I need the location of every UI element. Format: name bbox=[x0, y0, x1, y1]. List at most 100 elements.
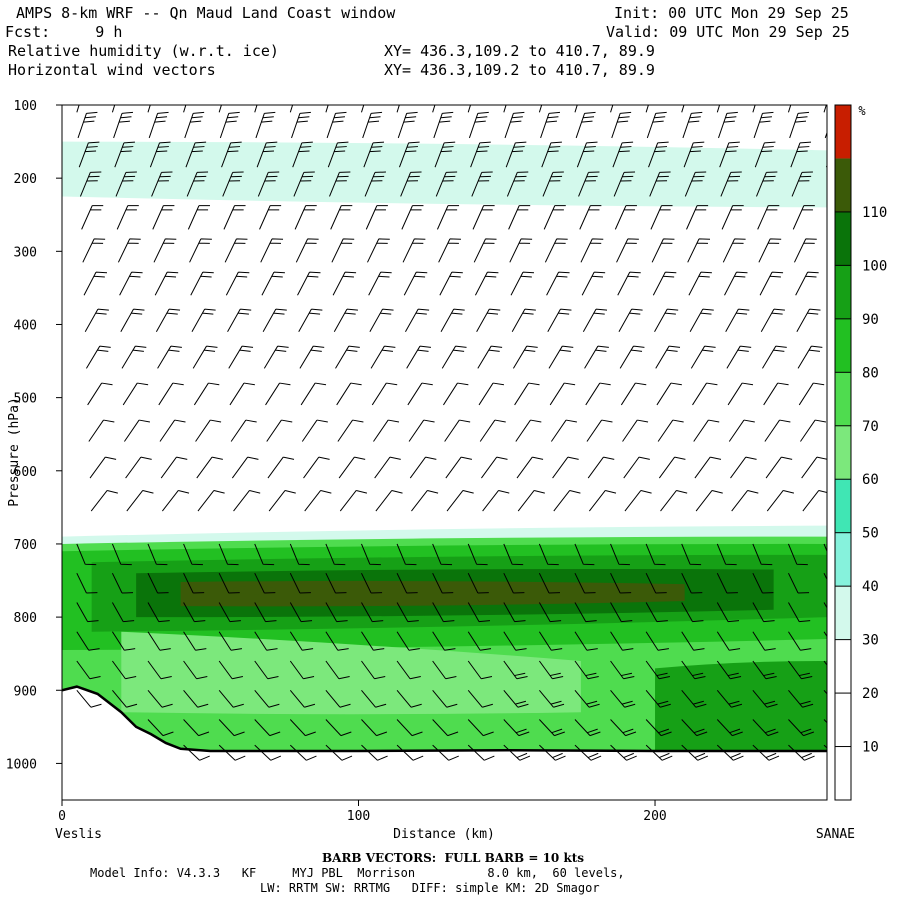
wind-barb bbox=[823, 660, 827, 666]
wind-barb bbox=[716, 744, 744, 761]
terrain-underground-mask bbox=[62, 686, 827, 800]
wind-barb bbox=[624, 490, 652, 512]
y-tick-label: 100 bbox=[14, 99, 37, 114]
wind-barb bbox=[301, 419, 328, 442]
wind-barb bbox=[467, 543, 488, 566]
wind-barbs bbox=[76, 105, 827, 761]
wind-barb bbox=[646, 111, 667, 139]
wind-barb bbox=[300, 382, 327, 406]
wind-barb bbox=[367, 238, 390, 263]
wind-barb bbox=[692, 382, 718, 406]
wind-barb bbox=[411, 490, 439, 512]
wind-barb bbox=[645, 719, 672, 737]
colorbar-tick-label: 60 bbox=[862, 472, 879, 488]
wind-barb bbox=[361, 744, 388, 761]
x-end-location: SANAE bbox=[816, 827, 855, 842]
colorbar-swatch bbox=[835, 639, 851, 694]
wind-barb bbox=[515, 419, 542, 442]
wind-barb bbox=[155, 308, 181, 333]
wind-barb bbox=[695, 490, 723, 512]
wind-barb bbox=[482, 490, 510, 512]
wind-barb bbox=[716, 719, 743, 737]
wind-barb bbox=[759, 271, 784, 296]
wind-barb bbox=[620, 382, 647, 406]
colorbar-swatch bbox=[835, 105, 851, 159]
wind-barb bbox=[684, 171, 707, 197]
wind-barb bbox=[265, 382, 291, 406]
wind-barb bbox=[154, 271, 179, 296]
wind-barb bbox=[78, 141, 100, 168]
wind-barb bbox=[503, 719, 530, 737]
wind-barb bbox=[752, 631, 776, 651]
wind-barb bbox=[111, 572, 134, 594]
wind-barb bbox=[224, 238, 248, 263]
wind-barb bbox=[331, 238, 355, 263]
wind-barb bbox=[503, 572, 525, 594]
wind-barb bbox=[115, 171, 137, 197]
wind-barb bbox=[792, 205, 815, 230]
wind-barb bbox=[477, 345, 503, 369]
wind-barb bbox=[478, 382, 505, 406]
humidity-layer-moist-core-110 bbox=[180, 580, 685, 607]
wind-barb bbox=[111, 543, 132, 566]
wind-barb bbox=[90, 490, 118, 512]
wind-barb bbox=[724, 271, 748, 296]
wind-barb bbox=[762, 345, 787, 369]
wind-barb bbox=[195, 419, 222, 442]
wind-barb bbox=[147, 543, 168, 566]
wind-barb bbox=[756, 171, 778, 197]
wind-barb bbox=[157, 345, 182, 369]
wind-barb bbox=[575, 111, 596, 139]
colorbar-tick-label: 50 bbox=[862, 526, 879, 542]
wind-barb bbox=[440, 308, 465, 333]
y-tick-label: 500 bbox=[14, 392, 37, 407]
wind-barb bbox=[645, 572, 667, 594]
wind-barb bbox=[401, 205, 424, 230]
wind-barb bbox=[542, 171, 564, 197]
wind-barb bbox=[161, 490, 190, 512]
wind-barb bbox=[261, 271, 285, 296]
wind-barb bbox=[686, 205, 709, 230]
wind-barb bbox=[504, 111, 525, 139]
wind-barb bbox=[438, 238, 461, 263]
wind-barb bbox=[587, 456, 615, 479]
wind-barb bbox=[616, 238, 639, 263]
wind-barb bbox=[576, 141, 598, 168]
wind-barb bbox=[266, 419, 293, 442]
wind-barb bbox=[291, 111, 311, 139]
wind-barb bbox=[289, 744, 317, 761]
wind-barb bbox=[191, 308, 216, 333]
wind-barb bbox=[126, 490, 154, 512]
wind-barb bbox=[400, 171, 422, 197]
wind-barb bbox=[610, 602, 633, 623]
wind-barb bbox=[788, 660, 813, 680]
colorbar-tick-label: 100 bbox=[862, 258, 887, 274]
wind-barb bbox=[396, 744, 424, 761]
wind-barb bbox=[439, 271, 463, 296]
wind-barb bbox=[516, 456, 544, 479]
wind-barb bbox=[432, 572, 454, 594]
wind-barb bbox=[147, 689, 173, 708]
wind-barb bbox=[654, 308, 679, 333]
wind-barb bbox=[690, 345, 716, 369]
wind-barb bbox=[610, 660, 635, 680]
wind-barb bbox=[121, 345, 147, 369]
wind-barb bbox=[618, 308, 643, 333]
wind-barb bbox=[552, 456, 579, 479]
wind-barb bbox=[550, 419, 577, 442]
terrain-surface-line bbox=[62, 685, 827, 753]
wind-barb bbox=[613, 171, 636, 197]
wind-barb bbox=[189, 238, 212, 263]
wind-barb bbox=[538, 689, 565, 708]
wind-barb bbox=[538, 572, 560, 594]
wind-barb bbox=[548, 345, 574, 369]
colorbar-tick-label: 90 bbox=[862, 312, 879, 328]
colorbar-swatch bbox=[835, 693, 851, 747]
wind-barb bbox=[298, 308, 323, 333]
y-axis: 100 200 300 400 500 600 700 800 900 1000 bbox=[6, 99, 62, 772]
colorbar-swatch bbox=[835, 265, 851, 319]
wind-barb bbox=[517, 490, 545, 512]
wind-barb bbox=[332, 271, 357, 296]
wind-barb bbox=[650, 205, 673, 230]
colorbar-swatch bbox=[835, 532, 851, 587]
